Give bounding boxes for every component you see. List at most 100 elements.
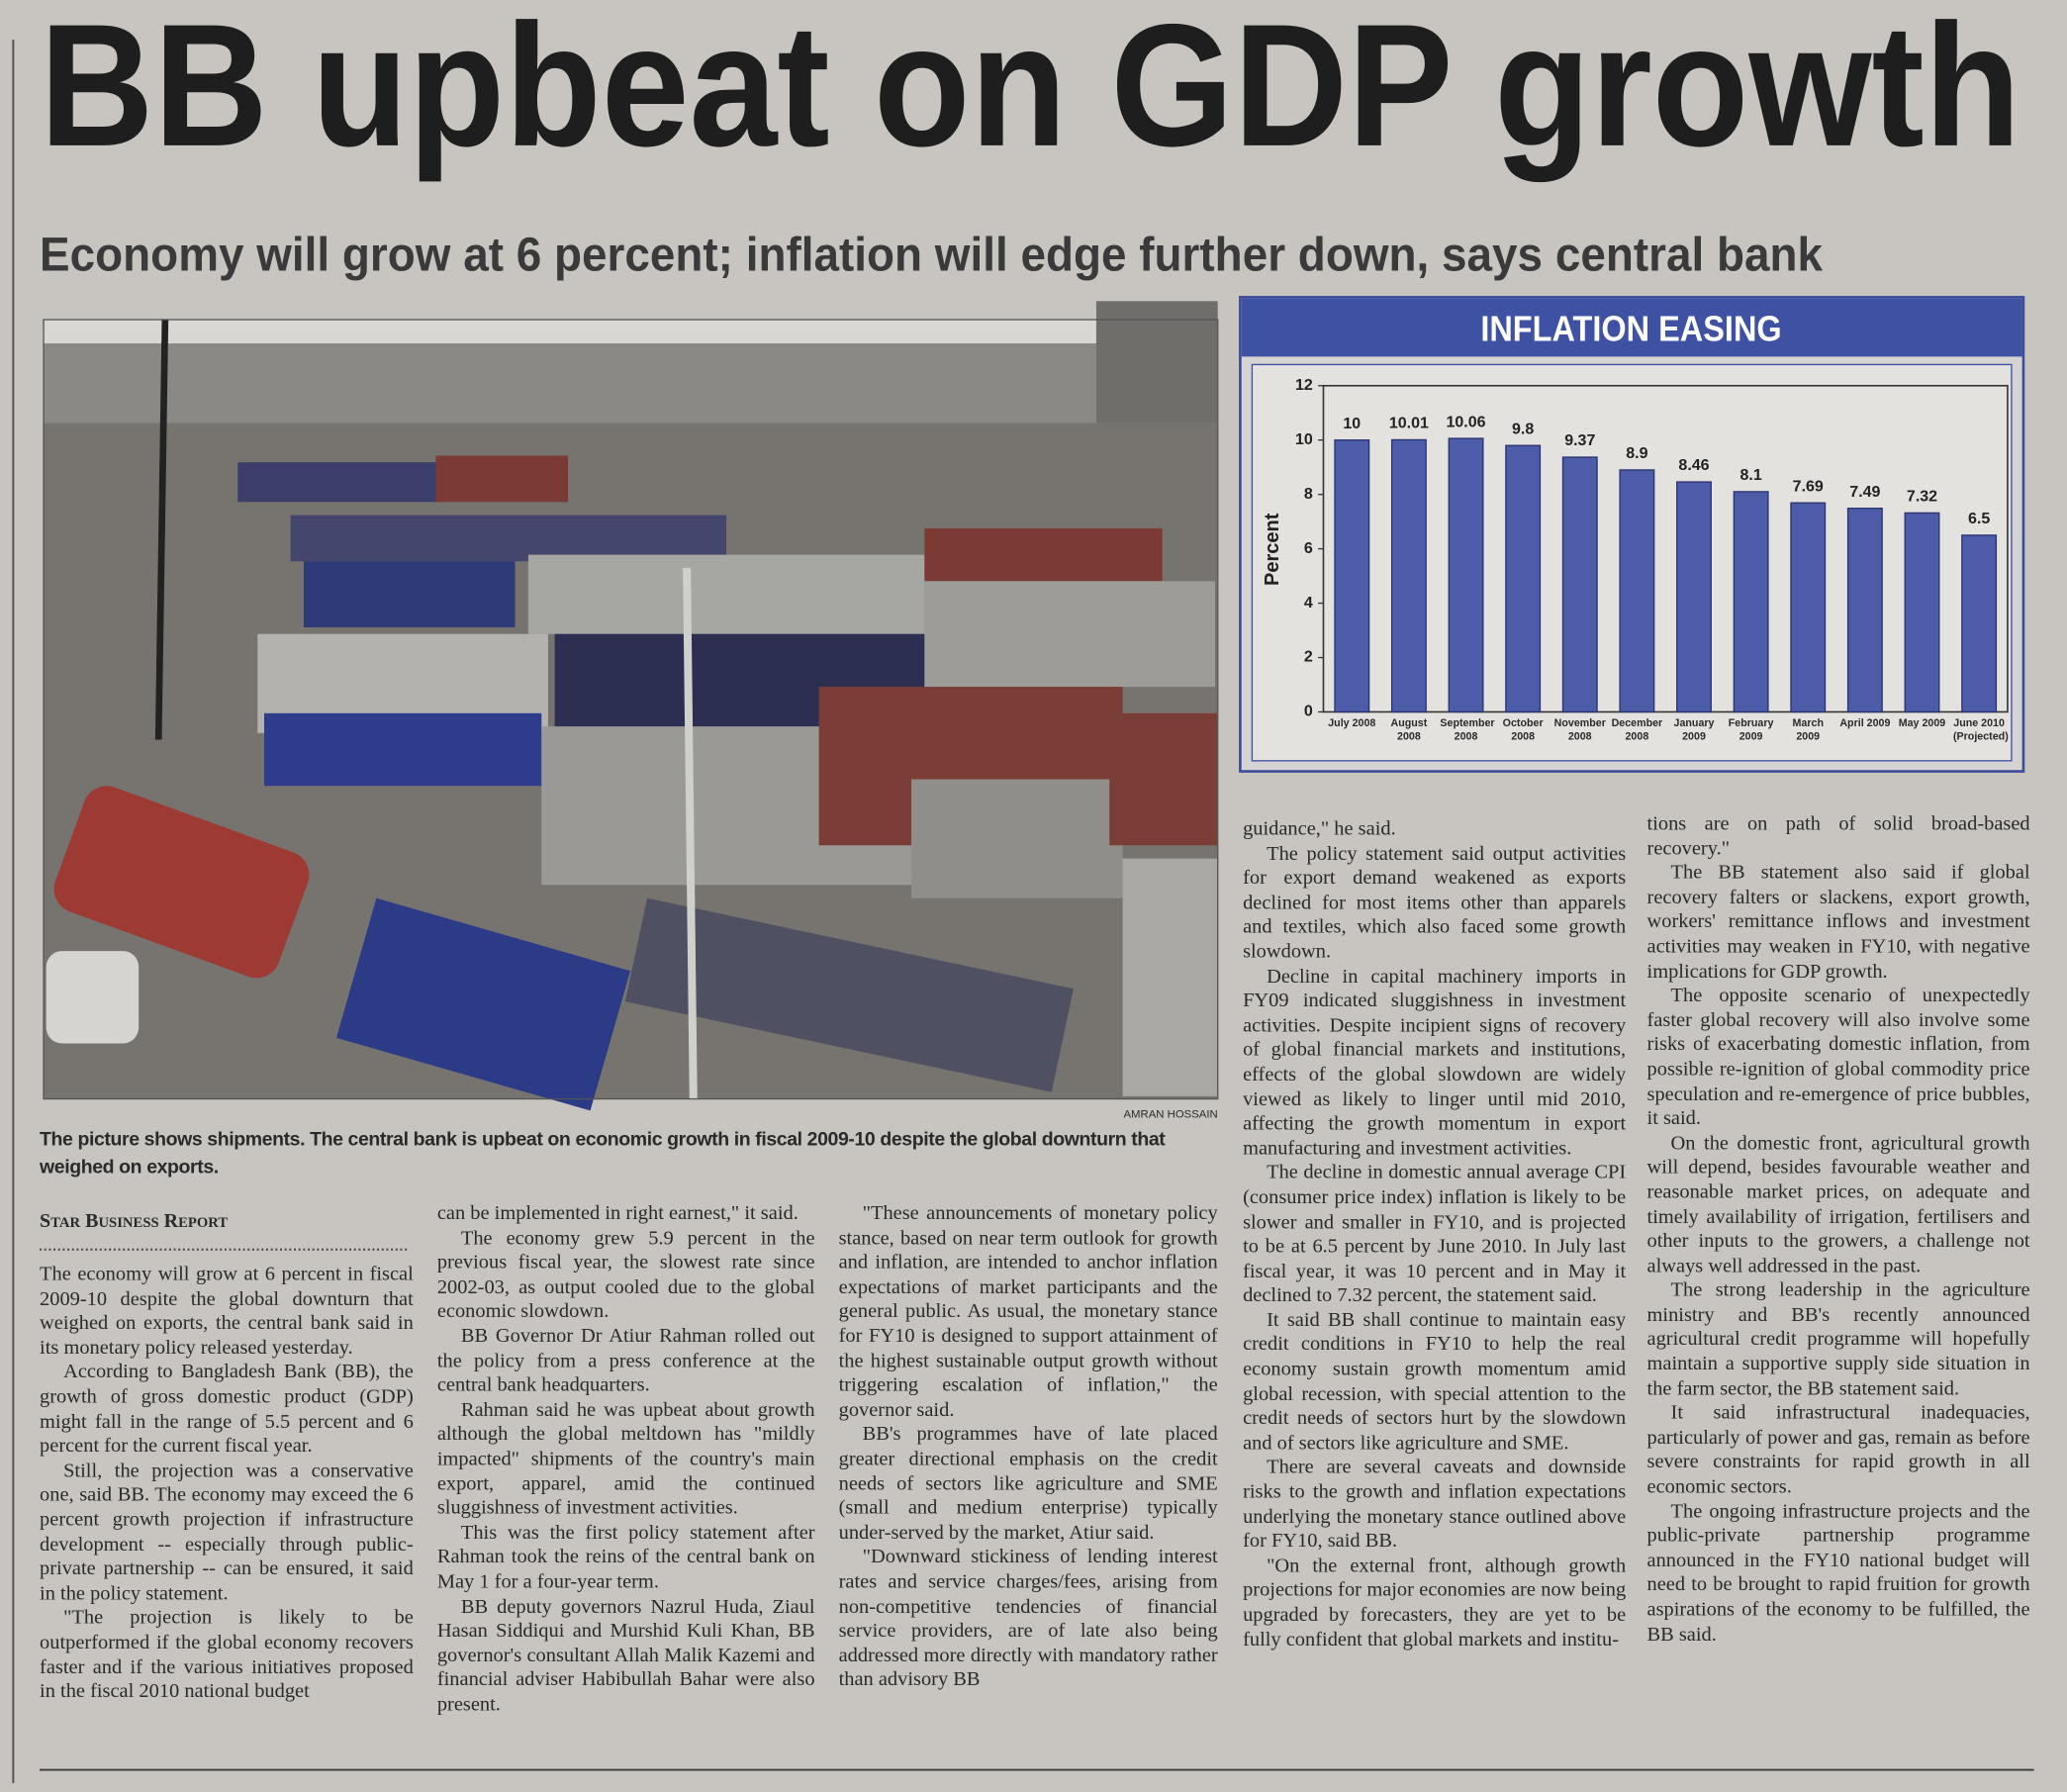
photo-container: [911, 779, 1123, 898]
value-label: 9.8: [1512, 421, 1534, 437]
photo-container: [263, 712, 542, 787]
x-tick-label: April 2009: [1839, 716, 1891, 729]
photo-frame: [43, 319, 1219, 1100]
photo-buildings: [44, 343, 1218, 424]
bar: [1961, 534, 1998, 713]
paragraph: Still, the projection was a conservative…: [40, 1459, 414, 1605]
photo-container: [924, 581, 1216, 688]
photo-caption: The picture shows shipments. The central…: [40, 1129, 1166, 1179]
value-label: 8.46: [1678, 457, 1709, 474]
headline: BB upbeat on GDP growth: [40, 0, 2020, 183]
bar: [1334, 439, 1370, 713]
article-column: "These announcements of monetary policy …: [839, 1202, 1218, 1767]
paragraph: "The projection is likely to be outperfo…: [40, 1606, 414, 1703]
y-tick-label: 12: [1295, 377, 1313, 394]
paragraph: On the domestic front, agricultural grow…: [1646, 1131, 2030, 1277]
article-column: tions are on path of solid broad-based r…: [1647, 812, 2030, 1767]
x-tick-label: October 2008: [1502, 716, 1544, 743]
photo: [43, 301, 1219, 1111]
bar: [1448, 437, 1484, 713]
x-tick-label: May 2009: [1898, 716, 1946, 729]
value-label: 10: [1343, 416, 1361, 432]
value-label: 8.1: [1740, 467, 1762, 484]
x-tick-label: June 2010 (Projected): [1952, 716, 2009, 743]
photo-tower: [154, 319, 169, 740]
paragraph: The decline in domestic annual average C…: [1243, 1161, 1627, 1307]
paragraph: There are several caveats and downside r…: [1243, 1456, 1627, 1553]
y-tick-label: 8: [1304, 486, 1313, 503]
chart-box: INFLATION EASING Percent 0 2 4 6 8 10 12 10 10.0…: [1239, 295, 2025, 773]
x-tick-label: September 2008: [1440, 716, 1495, 743]
paragraph: The BB statement also said if global rec…: [1646, 861, 2030, 983]
bar: [1619, 469, 1655, 713]
y-tick-label: 0: [1304, 704, 1313, 720]
byline: Star Business Report: [40, 1211, 229, 1233]
x-tick-label: July 2008: [1328, 716, 1376, 729]
x-tick-label: March 2009: [1792, 716, 1824, 743]
chart: INFLATION EASING Percent 0 2 4 6 8 10 12 10 10.0…: [1241, 298, 2022, 762]
photo-bus: [53, 786, 310, 979]
bar: [1790, 502, 1827, 713]
bar: [1505, 444, 1542, 713]
paragraph: "These announcements of monetary policy …: [838, 1201, 1218, 1421]
article-column: guidance," he said. The policy statement …: [1243, 817, 1626, 1767]
photo-container: [304, 561, 516, 628]
paragraph: The economy grew 5.9 percent in the prev…: [436, 1226, 815, 1323]
paragraph: guidance," he said.: [1243, 817, 1396, 840]
x-tick-label: November 2008: [1553, 716, 1606, 743]
paragraph: This was the first policy statement afte…: [436, 1521, 815, 1593]
value-label: 10.01: [1389, 416, 1429, 432]
photo-truck: [335, 897, 631, 1111]
paragraph: tions are on path of solid broad-based r…: [1646, 811, 2030, 860]
paragraph: According to Bangladesh Bank (BB), the g…: [40, 1361, 414, 1458]
paragraph: The ongoing infrastructure projects and …: [1646, 1499, 2030, 1646]
value-label: 6.5: [1968, 511, 1990, 527]
paragraph: The policy statement said output activit…: [1243, 842, 1627, 964]
photo-car: [46, 951, 140, 1044]
photo-container: [527, 554, 925, 634]
x-tick-label: December 2008: [1611, 716, 1663, 743]
photo-building: [1095, 301, 1218, 433]
paragraph: Decline in capital machinery imports in …: [1243, 965, 1627, 1160]
paragraph: It said infrastructural inadequacies, pa…: [1646, 1401, 2030, 1498]
article-column: The economy will grow at 6 percent in fi…: [40, 1263, 414, 1767]
bar: [1561, 456, 1598, 713]
bar: [1733, 491, 1769, 713]
subheadline: Economy will grow at 6 percent; inflatio…: [40, 230, 1823, 282]
photo-credit: AMRAN HOSSAIN: [1123, 1106, 1218, 1120]
paragraph: can be implemented in right earnest," it…: [436, 1201, 799, 1225]
value-label: 8.9: [1626, 445, 1647, 462]
paragraph: BB Governor Dr Atiur Rahman rolled out t…: [436, 1324, 815, 1397]
paragraph: The economy will grow at 6 percent in fi…: [40, 1263, 414, 1360]
photo-pole: [683, 567, 698, 1099]
bar: [1390, 438, 1427, 713]
photo-container: [435, 455, 568, 503]
paragraph: BB's programmes have of late placed grea…: [838, 1423, 1218, 1545]
photo-container: [290, 515, 727, 562]
photo-truck: [624, 897, 1074, 1092]
bar: [1676, 481, 1712, 713]
chart-header: [1241, 298, 2022, 357]
x-tick-label: January 2009: [1673, 716, 1715, 743]
y-tick-label: 10: [1295, 431, 1313, 448]
value-label: 7.49: [1849, 484, 1880, 501]
paragraph: "On the external front, although growth …: [1243, 1554, 1627, 1651]
value-label: 7.69: [1793, 478, 1824, 495]
value-label: 10.06: [1447, 414, 1486, 430]
y-tick-label: 6: [1304, 540, 1313, 557]
bar: [1904, 512, 1940, 713]
chart-title: INFLATION EASING: [1480, 309, 1781, 349]
y-axis-label: Percent: [1262, 513, 1283, 586]
bar: [1846, 508, 1883, 713]
paragraph: "Downward stickiness of lending interest…: [838, 1546, 1218, 1691]
article-column: can be implemented in right earnest," it…: [437, 1202, 815, 1767]
value-label: 9.37: [1564, 432, 1595, 449]
x-tick-label: August 2008: [1390, 716, 1428, 743]
paragraph: Rahman said he was upbeat about growth a…: [436, 1398, 815, 1520]
x-tick-label: February 2009: [1728, 716, 1774, 743]
paragraph: BB deputy governors Nazrul Huda, Ziaul H…: [436, 1594, 815, 1716]
value-label: 7.32: [1907, 489, 1937, 506]
photo-container: [1109, 712, 1218, 846]
